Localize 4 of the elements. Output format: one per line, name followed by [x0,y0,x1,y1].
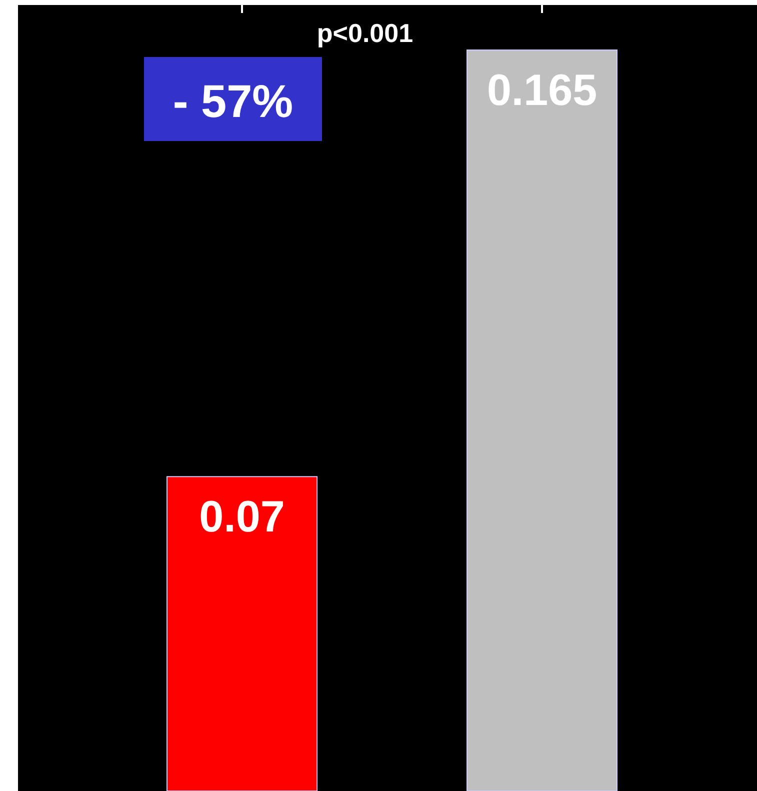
data-label: 0.165 [486,66,598,115]
data-label: 0.07 [199,492,285,542]
text: p<0.001 [316,18,414,48]
annotation: - 57% [172,75,294,127]
